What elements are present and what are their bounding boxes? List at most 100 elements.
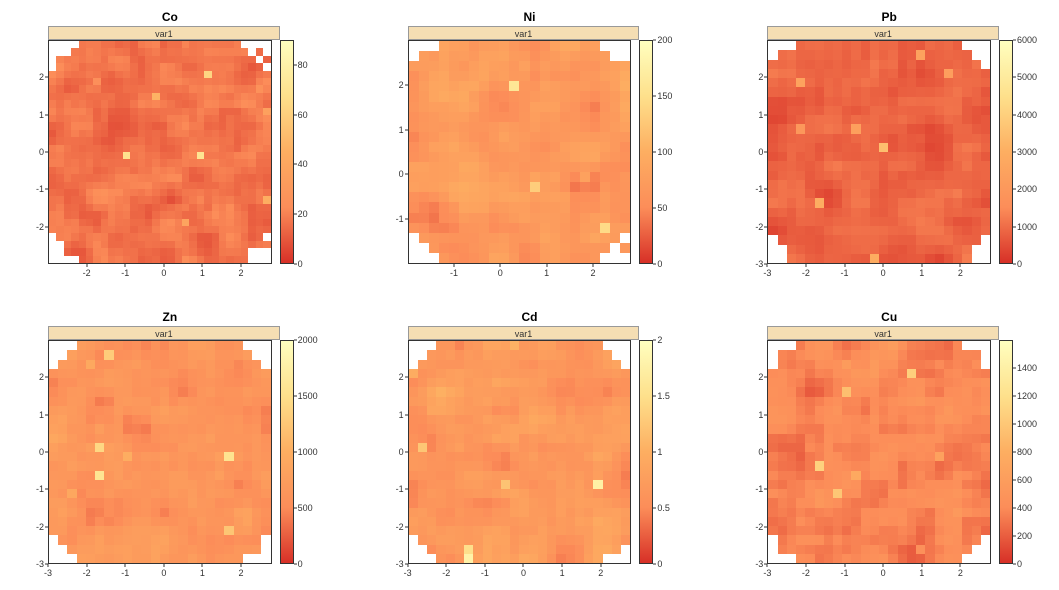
y-tick: 2 — [39, 372, 44, 382]
colorbar-tick: 1400 — [1017, 363, 1037, 373]
x-tick: -1 — [841, 568, 849, 578]
colorbar-tick: 200 — [657, 35, 672, 45]
plot-row: -1012050100150200 — [380, 40, 680, 264]
y-tick: 0 — [39, 447, 44, 457]
y-tick: -1 — [755, 184, 763, 194]
colorbar-tick: 500 — [298, 503, 313, 513]
panel-title: Cd — [380, 310, 680, 324]
x-tick: 2 — [590, 268, 595, 278]
x-tick: -2 — [802, 568, 810, 578]
heatmap-cells — [49, 41, 271, 263]
x-tick: 1 — [919, 568, 924, 578]
panel-pb: Pbvar1-3-2-10120100020003000400050006000… — [739, 10, 1039, 280]
heatmap-cells — [409, 341, 631, 563]
colorbar-tick: 2 — [657, 335, 662, 345]
strip-header: var1 — [48, 326, 280, 340]
y-tick: -3 — [755, 259, 763, 269]
y-tick: -1 — [36, 484, 44, 494]
y-tick: -2 — [755, 222, 763, 232]
x-tick: -3 — [763, 568, 771, 578]
x-tick: -1 — [450, 268, 458, 278]
colorbar-tick: 2000 — [1017, 184, 1037, 194]
plot-row: -2-1012020406080 — [20, 40, 320, 264]
colorbar-tick: 0 — [298, 559, 303, 569]
x-tick: 1 — [560, 568, 565, 578]
plot-row: -3-2-101200.511.52 — [380, 340, 680, 564]
colorbar-tick: 600 — [1017, 475, 1032, 485]
y-tick: -1 — [755, 484, 763, 494]
plot-row: -3-2-10120500100015002000 — [20, 340, 320, 564]
y-tick: 0 — [399, 447, 404, 457]
y-tick: 0 — [399, 169, 404, 179]
heatmap-cells — [409, 41, 631, 263]
panel-title: Pb — [739, 10, 1039, 24]
colorbar: 020406080 — [280, 40, 320, 264]
panel-cd: Cdvar1-3-2-101200.511.52-3-2-1012 — [380, 310, 680, 580]
y-tick: 1 — [399, 410, 404, 420]
x-axis: -1012 — [408, 264, 640, 280]
x-tick: 0 — [498, 268, 503, 278]
colorbar-tick: 1000 — [1017, 419, 1037, 429]
y-tick: -1 — [36, 184, 44, 194]
y-tick: -1 — [396, 484, 404, 494]
panel-title: Zn — [20, 310, 320, 324]
x-tick: 0 — [881, 268, 886, 278]
strip-header: var1 — [408, 326, 640, 340]
x-tick: -2 — [442, 568, 450, 578]
colorbar-tick: 1.5 — [657, 391, 670, 401]
y-axis: -2-1012 — [20, 40, 48, 264]
x-tick: -3 — [763, 268, 771, 278]
colorbar-tick: 2000 — [298, 335, 318, 345]
y-tick: 2 — [399, 80, 404, 90]
y-tick: 2 — [758, 372, 763, 382]
colorbar-tick: 150 — [657, 91, 672, 101]
x-axis: -3-2-1012 — [48, 564, 280, 580]
colorbar-tick: 80 — [298, 60, 308, 70]
strip-header: var1 — [767, 26, 999, 40]
x-tick: 0 — [881, 568, 886, 578]
colorbar-tick: 1000 — [298, 447, 318, 457]
panel-cu: Cuvar1-3-2-10120200400600800100012001400… — [739, 310, 1039, 580]
x-axis: -2-1012 — [48, 264, 280, 280]
y-tick: -1 — [396, 214, 404, 224]
colorbar-tick: 0.5 — [657, 503, 670, 513]
colorbar-tick: 0 — [657, 559, 662, 569]
panel-ni: Nivar1-1012050100150200-1012 — [380, 10, 680, 280]
x-tick: -2 — [83, 568, 91, 578]
y-tick: 0 — [758, 447, 763, 457]
panel-zn: Znvar1-3-2-10120500100015002000-3-2-1012 — [20, 310, 320, 580]
colorbar-tick: 1500 — [298, 391, 318, 401]
colorbar-tick: 4000 — [1017, 110, 1037, 120]
colorbar: 0200400600800100012001400 — [999, 340, 1039, 564]
x-tick: 1 — [919, 268, 924, 278]
y-axis: -1 0 1 2 — [380, 40, 408, 264]
heatmap — [408, 40, 632, 264]
panel-title: Co — [20, 10, 320, 24]
y-tick: 1 — [39, 110, 44, 120]
y-tick: -2 — [36, 222, 44, 232]
x-axis: -3-2-1012 — [767, 564, 999, 580]
x-tick: 2 — [239, 568, 244, 578]
x-axis: -3-2-1012 — [408, 564, 640, 580]
x-tick: -1 — [121, 568, 129, 578]
strip-header: var1 — [48, 26, 280, 40]
colorbar-tick: 400 — [1017, 503, 1032, 513]
colorbar-tick: 1 — [657, 447, 662, 457]
y-tick: 1 — [758, 410, 763, 420]
x-tick: 0 — [161, 268, 166, 278]
y-axis: -3-2-1012 — [20, 340, 48, 564]
y-tick: 1 — [399, 125, 404, 135]
x-tick: 2 — [958, 568, 963, 578]
colorbar-tick: 1000 — [1017, 222, 1037, 232]
x-tick: -3 — [404, 568, 412, 578]
colorbar-tick: 50 — [657, 203, 667, 213]
x-tick: -1 — [121, 268, 129, 278]
colorbar-tick: 60 — [298, 110, 308, 120]
x-tick: 0 — [161, 568, 166, 578]
colorbar-tick: 100 — [657, 147, 672, 157]
y-tick: 0 — [39, 147, 44, 157]
y-tick: -2 — [36, 522, 44, 532]
colorbar-tick: 1200 — [1017, 391, 1037, 401]
heatmap — [767, 40, 991, 264]
colorbar-tick: 20 — [298, 209, 308, 219]
